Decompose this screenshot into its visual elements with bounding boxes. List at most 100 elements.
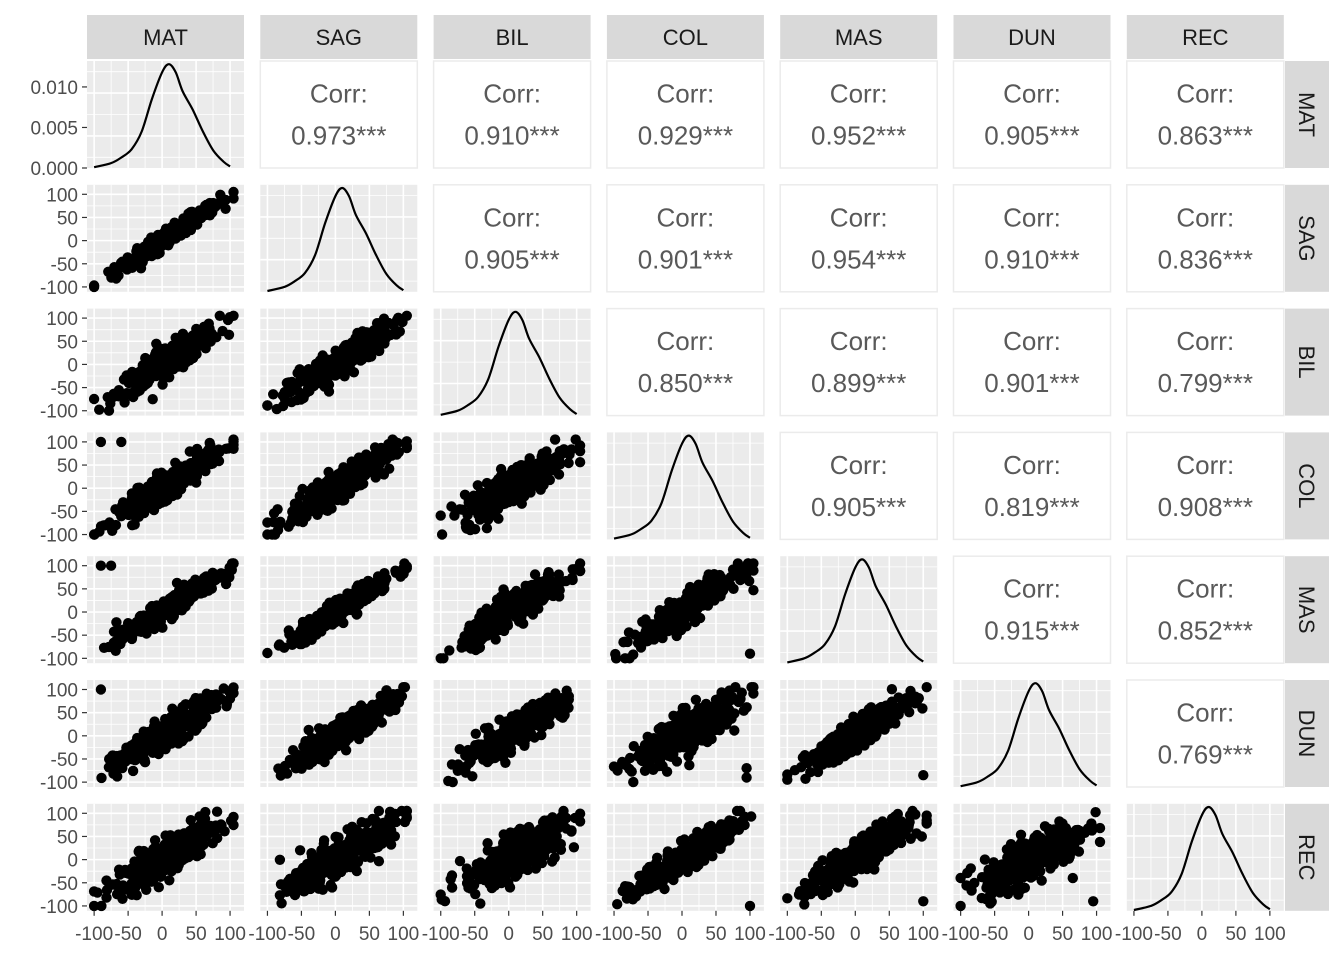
data-point	[323, 386, 335, 397]
data-point	[364, 703, 375, 714]
data-point	[344, 359, 356, 370]
data-point	[494, 741, 505, 752]
data-point	[748, 585, 759, 596]
data-point	[262, 529, 273, 540]
column-strip-rec	[1126, 15, 1284, 59]
data-point	[284, 754, 296, 766]
row-strip-dun	[1285, 680, 1329, 787]
panel-mat-mat	[87, 61, 244, 169]
data-point	[88, 280, 100, 291]
density-curve	[440, 310, 578, 416]
data-point	[728, 583, 739, 594]
correlation-label: Corr:	[1003, 326, 1061, 356]
data-point	[103, 405, 115, 416]
data-point	[308, 487, 320, 498]
correlation-panel	[1126, 60, 1285, 169]
column-strip-label: DUN	[1008, 25, 1056, 50]
correlation-panel	[779, 60, 938, 169]
data-point	[699, 594, 710, 606]
data-point	[111, 626, 122, 637]
data-point	[132, 741, 143, 753]
row-strip-label: REC	[1294, 834, 1319, 881]
data-point	[186, 698, 197, 710]
data-point	[364, 583, 376, 595]
data-point	[624, 653, 635, 664]
correlation-value: 0.929***	[638, 121, 733, 151]
correlation-label: Corr:	[1003, 79, 1061, 109]
data-point	[130, 505, 142, 516]
column-strip-label: REC	[1182, 25, 1229, 50]
data-point	[563, 457, 574, 469]
data-point	[199, 702, 211, 713]
data-point	[262, 647, 273, 659]
data-point	[541, 446, 552, 457]
data-point	[623, 627, 635, 638]
data-point	[638, 635, 649, 646]
data-point	[218, 568, 230, 580]
data-point	[181, 216, 192, 228]
data-point	[287, 639, 298, 650]
row-strip-label: DUN	[1294, 710, 1319, 758]
data-point	[356, 339, 367, 350]
correlation-panel	[1126, 555, 1285, 664]
column-strip-bil	[433, 15, 591, 59]
data-point	[478, 506, 489, 517]
data-point	[377, 576, 388, 587]
data-point	[228, 186, 239, 198]
data-point	[96, 772, 107, 784]
data-point	[519, 734, 531, 745]
data-point	[516, 460, 528, 471]
data-point	[393, 312, 404, 323]
panel-sag-col: Corr:0.901***	[606, 184, 765, 293]
data-point	[208, 199, 220, 211]
column-strip-label: BIL	[496, 25, 529, 50]
data-point	[277, 400, 289, 412]
data-point	[574, 440, 586, 451]
data-point	[529, 710, 541, 721]
panel-mas-rec: Corr:0.852***	[1126, 555, 1285, 664]
correlation-panel	[952, 431, 1112, 541]
data-point	[108, 768, 119, 779]
correlation-label: Corr:	[483, 202, 541, 232]
row-strip-mat	[1285, 61, 1329, 168]
data-point	[128, 751, 139, 763]
data-point	[88, 393, 100, 405]
correlation-value: 0.952***	[811, 121, 906, 151]
data-point	[666, 612, 677, 623]
correlation-value: 0.863***	[1158, 121, 1253, 151]
data-point	[542, 692, 554, 703]
row-strip-rec	[1285, 803, 1329, 911]
data-point	[123, 509, 134, 521]
panel-bil-mas: Corr:0.899***	[779, 307, 938, 417]
panel-col-bil	[433, 432, 591, 540]
correlation-panel	[1126, 184, 1285, 293]
data-point	[164, 608, 175, 620]
data-point	[201, 712, 212, 723]
data-point	[314, 748, 325, 759]
data-point	[183, 464, 194, 475]
data-point	[654, 605, 665, 616]
data-point	[557, 448, 568, 459]
data-point	[330, 370, 341, 381]
data-point	[189, 210, 200, 221]
panel-dun-col	[606, 680, 764, 788]
data-point-outlier	[95, 684, 107, 695]
data-point	[175, 230, 187, 241]
data-point	[178, 579, 190, 590]
data-point	[519, 600, 530, 611]
data-point	[291, 383, 302, 394]
data-point	[309, 617, 320, 628]
data-point	[482, 493, 494, 504]
correlation-value: 0.819***	[984, 492, 1079, 522]
panel-mat-mas: Corr:0.952***	[779, 60, 938, 169]
data-point-outlier	[116, 436, 127, 448]
data-point	[470, 728, 481, 739]
panel-sag-sag	[260, 184, 418, 293]
panel-sag-bil: Corr:0.905***	[432, 184, 592, 293]
correlation-panel	[952, 555, 1112, 664]
correlation-value: 0.799***	[1158, 368, 1253, 398]
data-point	[467, 504, 479, 516]
data-point	[160, 343, 171, 354]
data-point	[283, 521, 294, 532]
data-point	[352, 720, 363, 731]
